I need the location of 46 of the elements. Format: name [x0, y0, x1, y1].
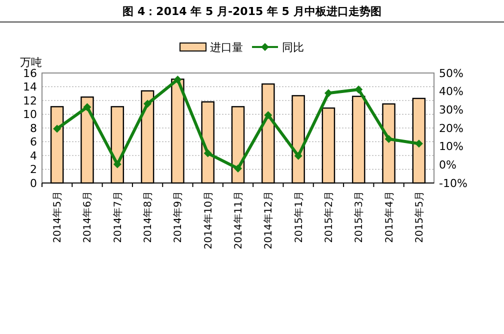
y-tick-label: 16 [23, 66, 37, 80]
x-tick-label: 2015年2月 [322, 191, 335, 243]
x-tick-label: 2015年4月 [383, 191, 396, 243]
point [234, 164, 242, 173]
point [113, 160, 122, 168]
x-tick-label: 2014年6月 [82, 191, 94, 243]
point [384, 135, 393, 143]
x-tick-label: 2015年5月 [413, 191, 426, 243]
x-tick-label: 2014年5月 [52, 191, 64, 243]
x-tick-label: 2014年12月 [262, 191, 275, 250]
y2-tick-label: 10% [439, 140, 464, 154]
point [414, 140, 423, 148]
y-tick-label: 6 [30, 136, 37, 149]
point [294, 152, 302, 160]
point [174, 76, 182, 84]
y-tick-label: 8 [30, 122, 37, 135]
x-tick-label: 2015年3月 [353, 191, 366, 243]
chart-title: 图 4：2014 年 5 月-2015 年 5 月中板进口走势图 [122, 5, 382, 18]
x-tick-label: 2015年1月 [292, 191, 305, 243]
x-tick-label: 2014年10月 [202, 191, 214, 250]
point [264, 111, 272, 120]
point [204, 149, 212, 158]
x-tick-label: 2014年8月 [142, 191, 154, 243]
x-tick-label: 2014年11月 [232, 191, 244, 250]
point [83, 103, 92, 112]
y2-tick-label: 0% [439, 158, 456, 172]
y2-tick-label: 40% [439, 85, 464, 98]
y-axis-title: 万吨 [20, 56, 42, 69]
point [354, 86, 363, 94]
point [324, 89, 332, 98]
y-tick-label: 12 [23, 94, 37, 108]
legend-label: 进口量 [210, 40, 243, 54]
legend-label: 同比 [282, 40, 304, 54]
y-tick-label: 2 [30, 163, 37, 176]
y-tick-label: 0 [30, 176, 37, 190]
y2-tick-label: 30% [439, 104, 464, 117]
x-tick-label: 2014年7月 [112, 191, 124, 243]
y-tick-label: 14 [23, 80, 37, 94]
x-tick-label: 2014年9月 [172, 191, 184, 243]
point [144, 100, 152, 108]
y-tick-label: 4 [30, 149, 37, 162]
point [53, 124, 62, 133]
y2-tick-label: 20% [439, 122, 464, 135]
y2-tick-label: -10% [439, 176, 468, 190]
y2-tick-label: 50% [439, 66, 464, 80]
y-tick-label: 10 [23, 108, 37, 122]
